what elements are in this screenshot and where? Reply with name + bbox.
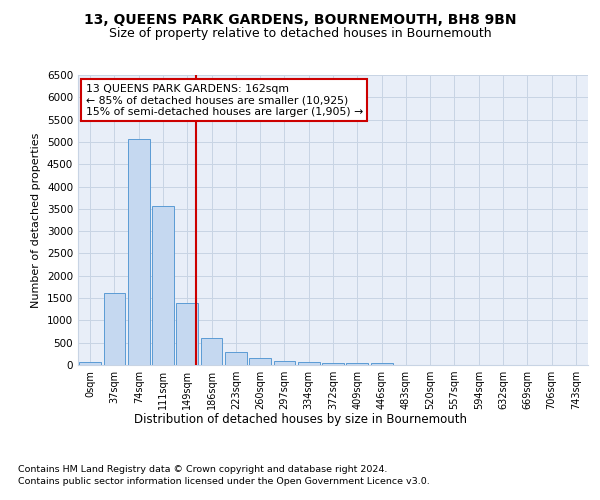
Text: Distribution of detached houses by size in Bournemouth: Distribution of detached houses by size …: [133, 412, 467, 426]
Bar: [128, 138, 149, 365]
Bar: [249, 358, 271, 365]
Bar: [176, 302, 198, 365]
Bar: [371, 363, 392, 365]
Text: Size of property relative to detached houses in Bournemouth: Size of property relative to detached ho…: [109, 28, 491, 40]
Y-axis label: Number of detached properties: Number of detached properties: [31, 132, 41, 308]
Bar: [200, 338, 223, 365]
Text: Contains public sector information licensed under the Open Government Licence v3: Contains public sector information licen…: [18, 478, 430, 486]
Bar: [104, 292, 125, 365]
Text: Contains HM Land Registry data © Crown copyright and database right 2024.: Contains HM Land Registry data © Crown c…: [18, 465, 388, 474]
Text: 13 QUEENS PARK GARDENS: 162sqm
← 85% of detached houses are smaller (10,925)
15%: 13 QUEENS PARK GARDENS: 162sqm ← 85% of …: [86, 84, 363, 117]
Bar: [225, 352, 247, 365]
Bar: [322, 363, 344, 365]
Bar: [152, 206, 174, 365]
Bar: [298, 362, 320, 365]
Bar: [346, 363, 368, 365]
Bar: [274, 360, 295, 365]
Text: 13, QUEENS PARK GARDENS, BOURNEMOUTH, BH8 9BN: 13, QUEENS PARK GARDENS, BOURNEMOUTH, BH…: [84, 12, 516, 26]
Bar: [79, 362, 101, 365]
